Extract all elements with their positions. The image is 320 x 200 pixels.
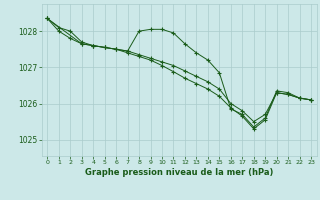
X-axis label: Graphe pression niveau de la mer (hPa): Graphe pression niveau de la mer (hPa) [85,168,273,177]
